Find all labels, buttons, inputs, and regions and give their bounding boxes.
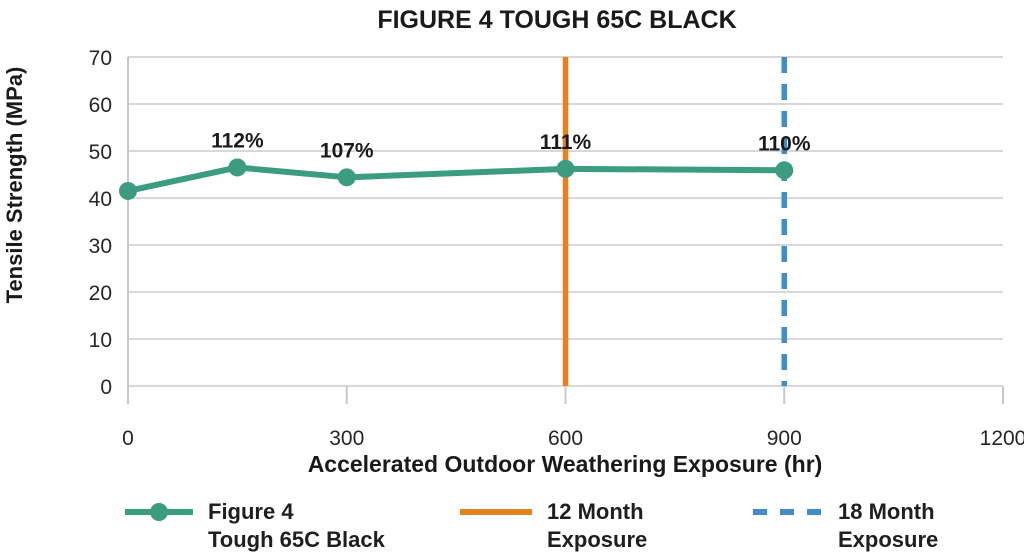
y-axis-title: Tensile Strength (MPa) [2, 67, 27, 304]
legend-label-series-line2: Tough 65C Black [208, 527, 385, 552]
dashed-line-marker-icon [753, 509, 823, 515]
y-tick-label: 60 [89, 94, 112, 117]
legend-label-18-month-line2: Exposure [838, 527, 939, 552]
data-point-marker [228, 158, 247, 177]
legend-label-series: Figure 4 Tough 65C Black [208, 498, 385, 554]
legend-label-12-month-line1: 12 Month [547, 499, 644, 524]
y-tick-label: 40 [89, 188, 112, 211]
tensile-strength-series [119, 158, 794, 200]
legend-label-series-line1: Figure 4 [208, 499, 294, 524]
data-point-label: 112% [211, 129, 264, 152]
y-tick-label: 30 [89, 235, 112, 258]
legend-label-18-month: 18 Month Exposure [838, 498, 938, 554]
y-tick-label: 20 [89, 282, 112, 305]
x-tick-label: 1200 [980, 427, 1024, 450]
series-line [125, 164, 788, 194]
y-tick-label: 10 [89, 329, 112, 352]
axis-tick-marks [127, 57, 1004, 404]
data-point-marker [556, 159, 575, 178]
data-point-labels: 112% 107% 111% 110% [211, 129, 811, 162]
legend-item-12-month: 12 Month Exposure [460, 498, 647, 554]
y-tick-label: 70 [89, 47, 112, 70]
legend-label-12-month-line2: Exposure [547, 527, 648, 552]
x-tick-label: 300 [329, 427, 364, 450]
legend-label-18-month-line1: 18 Month [838, 499, 935, 524]
legend-item-series: Figure 4 Tough 65C Black [125, 498, 385, 554]
y-tick-label: 0 [100, 376, 112, 399]
solid-line-marker-icon [460, 509, 532, 515]
y-axis-tick-labels: 0 10 20 30 40 50 60 70 [89, 47, 112, 399]
series-line-dot-marker-icon [125, 503, 193, 521]
y-tick-label: 50 [89, 141, 112, 164]
x-tick-label: 900 [767, 427, 802, 450]
reference-vlines [562, 57, 787, 386]
legend-item-18-month: 18 Month Exposure [753, 498, 938, 554]
chart-title: FIGURE 4 TOUGH 65C BLACK [377, 6, 736, 34]
x-tick-label: 600 [548, 427, 583, 450]
x-axis-title: Accelerated Outdoor Weathering Exposure … [308, 451, 823, 477]
chart-plot-area: FIGURE 4 TOUGH 65C BLACK 0 10 20 30 40 50 60 70… [2, 6, 1024, 477]
x-axis-tick-labels: 0 300 600 900 1200 [122, 427, 1024, 450]
data-point-label: 110% [758, 132, 811, 155]
data-point-marker [775, 161, 794, 180]
x-tick-label: 0 [122, 427, 134, 450]
legend-label-12-month: 12 Month Exposure [547, 498, 647, 554]
data-point-marker [119, 181, 137, 200]
data-point-marker [337, 168, 356, 187]
data-point-label: 107% [320, 139, 374, 162]
data-point-label: 111% [540, 131, 592, 154]
